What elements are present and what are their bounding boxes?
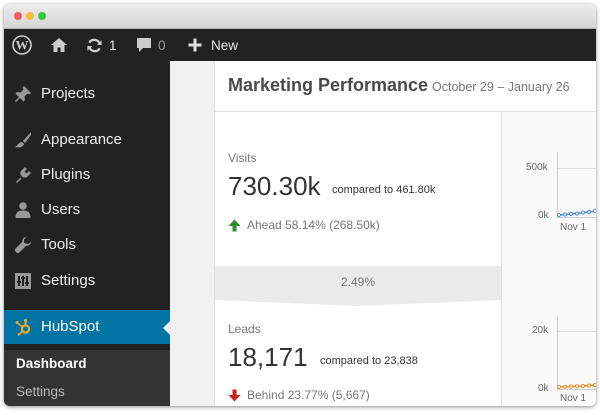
leads-label: Leads [228, 322, 261, 336]
submenu-item-settings[interactable]: Settings [16, 384, 65, 399]
sidebar-item-label: Appearance [41, 131, 122, 148]
site-home-button[interactable] [50, 29, 68, 61]
visits-ytick-top: 500k [526, 162, 548, 173]
visits-y-axis [557, 152, 558, 217]
comments-button[interactable]: 0 [136, 29, 166, 61]
submenu-item-dashboard[interactable]: Dashboard [16, 356, 87, 371]
minimize-window-button[interactable] [26, 12, 34, 20]
user-icon [15, 202, 31, 218]
wordpress-logo-icon: W [12, 35, 32, 55]
wordpress-logo-button[interactable]: W [12, 29, 32, 61]
home-icon [51, 38, 67, 52]
visits-ytick-bottom: 0k [538, 210, 549, 221]
leads-compare: compared to 23,838 [320, 355, 418, 367]
plug-icon [16, 167, 31, 183]
conversion-divider [215, 266, 501, 300]
date-range: October 29 – January 26 [432, 80, 570, 94]
hubspot-submenu: Dashboard Settings [4, 350, 170, 406]
zoom-window-button[interactable] [38, 12, 46, 20]
leads-y-axis [557, 317, 558, 389]
sidebar-item-label: HubSpot [41, 318, 100, 335]
visits-delta: Ahead 58.14% (268.50k) [228, 218, 380, 232]
leads-delta: Behind 23.77% (5,667) [228, 388, 370, 402]
page-title: Marketing Performance [228, 75, 429, 95]
sidebar-item-users[interactable]: Users [4, 193, 170, 227]
plus-icon [188, 38, 202, 52]
leads-ytick-top: 20k [532, 325, 549, 336]
conversion-rate: 2.49% [340, 275, 376, 289]
leads-ytick-bottom: 0k [538, 383, 549, 394]
pin-icon [15, 86, 31, 102]
sidebar-item-label: Projects [41, 85, 96, 102]
comment-icon [137, 38, 151, 52]
marketing-performance-panel: Marketing Performance October 29 – Janua… [214, 61, 596, 406]
arrow-down-icon [228, 389, 241, 401]
updates-button[interactable]: 1 [86, 29, 117, 61]
admin-sidebar: Projects Appearance Plugins Users [4, 61, 171, 406]
sidebar-item-tools[interactable]: Tools [4, 228, 170, 262]
arrow-up-icon [228, 219, 241, 231]
sidebar-item-hubspot[interactable]: HubSpot [4, 310, 171, 344]
visits-xtick: Nov 1 [560, 222, 587, 233]
sidebar-item-appearance[interactable]: Appearance [4, 123, 170, 157]
updates-count: 1 [109, 37, 117, 53]
conversion-divider-notch [215, 300, 501, 306]
wrench-icon [14, 237, 31, 254]
hubspot-icon [15, 318, 31, 336]
sidebar-item-projects[interactable]: Projects [4, 77, 170, 111]
new-label: New [211, 37, 239, 53]
sidebar-item-label: Users [41, 201, 81, 218]
browser-window: W 1 0 N [4, 4, 596, 406]
content-gutter [170, 61, 214, 406]
window-titlebar [4, 4, 596, 29]
refresh-icon [87, 38, 102, 52]
close-window-button[interactable] [14, 12, 22, 20]
visits-delta-text: Ahead 58.14% (268.50k) [247, 218, 380, 232]
wp-admin-bar: W 1 0 N [4, 29, 596, 61]
comments-count: 0 [158, 37, 166, 53]
charts-column: 500k 0k Nov 1 20k 0k [501, 112, 596, 406]
panel-header: Marketing Performance October 29 – Janua… [215, 61, 596, 112]
leads-xtick: Nov 1 [560, 393, 587, 404]
visits-label: Visits [228, 151, 257, 165]
sidebar-item-plugins[interactable]: Plugins [4, 158, 170, 192]
sidebar-item-label: Tools [41, 236, 77, 253]
leads-delta-text: Behind 23.77% (5,667) [247, 388, 370, 402]
sidebar-item-label: Plugins [41, 166, 91, 183]
paintbrush-icon [15, 132, 31, 148]
visits-line-series [557, 208, 596, 218]
visits-gridline [557, 168, 596, 169]
leads-x-axis [557, 389, 596, 390]
new-content-button[interactable]: New [188, 29, 238, 61]
leads-value: 18,171 [228, 342, 308, 372]
visits-compare: compared to 461.80k [332, 184, 436, 196]
leads-line-series [557, 382, 596, 390]
sidebar-item-settings[interactable]: Settings [4, 264, 170, 298]
leads-gridline [557, 331, 596, 332]
settings-icon [15, 273, 31, 289]
visits-x-axis [557, 217, 596, 218]
svg-text:W: W [16, 38, 29, 53]
sidebar-item-label: Settings [41, 272, 96, 289]
visits-value: 730.30k [228, 171, 321, 201]
